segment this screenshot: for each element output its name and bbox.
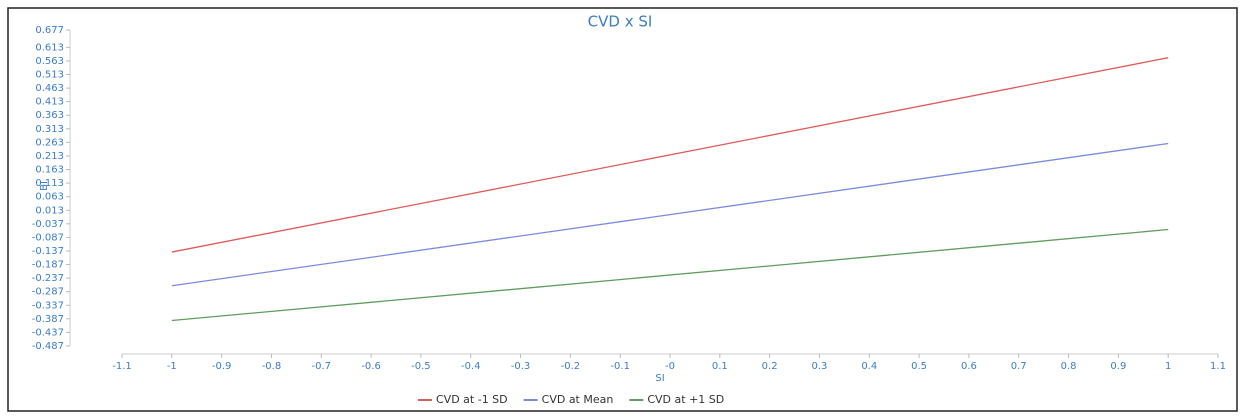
chart-title: CVD x SI [588, 13, 653, 31]
x-tick-label: -0.6 [361, 361, 381, 372]
y-tick-label: 0.163 [35, 165, 64, 176]
y-tick-label: 0.363 [35, 110, 64, 121]
x-tick-label: 1 [1165, 361, 1171, 372]
y-tick-label: 0.463 [35, 83, 64, 94]
y-tick-label: -0.337 [32, 300, 64, 311]
legend-label: CVD at -1 SD [436, 393, 508, 406]
x-axis-label: SI [655, 373, 664, 384]
y-tick-label: -0.087 [32, 232, 64, 243]
x-tick-label: -0.7 [312, 361, 332, 372]
series-line [171, 57, 1169, 253]
y-tick-label: -0.487 [32, 341, 64, 352]
y-tick-label: 0.513 [35, 70, 64, 81]
x-tick-label: -0.1 [610, 361, 630, 372]
y-tick-label: 0.677 [35, 25, 64, 36]
series-line [171, 142, 1169, 287]
y-tick-label: -0.037 [32, 219, 64, 230]
y-tick-label: 0.413 [35, 97, 64, 108]
legend-label: CVD at Mean [542, 393, 614, 406]
x-tick-label: -1 [167, 361, 177, 372]
y-tick-label: -0.137 [32, 246, 64, 257]
series-line [171, 228, 1169, 322]
legend-label: CVD at +1 SD [647, 393, 724, 406]
y-tick-label: 0.613 [35, 42, 64, 53]
x-tick-label: 1.1 [1210, 361, 1226, 372]
frame [7, 7, 1238, 412]
x-tick-label: 0.2 [762, 361, 778, 372]
x-tick-label: -1.1 [112, 361, 132, 372]
x-tick-label: -0.8 [262, 361, 282, 372]
y-tick-label: 0.563 [35, 56, 64, 67]
y-tick-label: -0.187 [32, 260, 64, 271]
x-tick-label: 0.7 [1011, 361, 1027, 372]
y-tick-label: 0.313 [35, 124, 64, 135]
x-tick-label: -0.9 [212, 361, 232, 372]
x-tick-label: 0.5 [911, 361, 927, 372]
y-tick-label: 0.013 [35, 205, 64, 216]
x-tick-label: 0.3 [812, 361, 828, 372]
y-tick-label: 0.213 [35, 151, 64, 162]
x-tick-label: 0.4 [861, 361, 877, 372]
x-tick-label: -0.4 [461, 361, 481, 372]
x-tick-label: -0.5 [411, 361, 431, 372]
x-tick-label: 0.6 [961, 361, 977, 372]
y-tick-label: -0.287 [32, 287, 64, 298]
y-tick-label: -0.237 [32, 273, 64, 284]
x-tick-label: 0.1 [712, 361, 728, 372]
y-axis-label: BI [39, 181, 50, 191]
x-tick-label: 0.8 [1061, 361, 1077, 372]
y-tick-label: 0.263 [35, 137, 64, 148]
y-tick-label: -0.387 [32, 314, 64, 325]
y-tick-label: -0.437 [32, 327, 64, 338]
y-tick-label: 0.063 [35, 192, 64, 203]
x-tick-label: -0 [665, 361, 675, 372]
x-tick-label: -0.3 [511, 361, 531, 372]
x-tick-label: 0.9 [1110, 361, 1126, 372]
y-tick-label: 0.113 [35, 178, 64, 189]
x-tick-label: -0.2 [561, 361, 581, 372]
